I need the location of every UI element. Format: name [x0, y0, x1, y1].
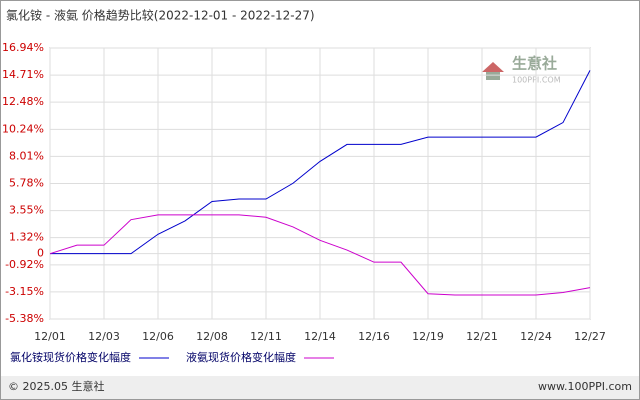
y-tick-label: 10.24%	[2, 122, 44, 135]
watermark-icon	[486, 72, 500, 80]
chart-title: 氯化铵 - 液氨 价格趋势比较(2022-12-01 - 2022-12-27)	[6, 8, 315, 23]
series-line	[49, 214, 591, 296]
y-tick-label: 1.32%	[9, 231, 44, 244]
x-tick-label: 12/21	[466, 330, 498, 343]
y-tick-label: -5.38%	[5, 312, 44, 325]
y-tick-label: -3.15%	[5, 285, 44, 298]
y-tick-label: 14.71%	[2, 68, 44, 81]
y-tick-label: 3.55%	[9, 204, 44, 217]
y-tick-label: 12.48%	[2, 95, 44, 108]
x-tick-label: 12/08	[196, 330, 228, 343]
x-tick-label: 12/24	[520, 330, 552, 343]
footer-right: www.100PPI.com	[538, 380, 632, 393]
x-tick-label: 12/06	[142, 330, 174, 343]
legend-label: 氯化铵现货价格变化幅度	[10, 350, 131, 364]
x-tick-label: 12/11	[250, 330, 282, 343]
y-tick-label: 8.01%	[9, 149, 44, 162]
footer-bar	[1, 376, 639, 399]
series-line	[50, 70, 591, 255]
x-tick-label: 12/27	[574, 330, 606, 343]
y-tick-label: -0.92%	[5, 258, 44, 271]
x-tick-label: 12/19	[412, 330, 444, 343]
x-tick-label: 12/03	[88, 330, 120, 343]
x-tick-label: 12/01	[34, 330, 66, 343]
y-tick-label: 0	[37, 247, 44, 260]
x-tick-label: 12/14	[304, 330, 336, 343]
y-tick-label: 5.78%	[9, 177, 44, 190]
footer-left: © 2025.05 生意社	[8, 379, 104, 393]
x-tick-label: 12/16	[358, 330, 390, 343]
legend-label: 液氨现货价格变化幅度	[186, 350, 296, 364]
watermark: 生意社	[512, 55, 557, 73]
y-tick-label: 16.94%	[2, 41, 44, 54]
watermark-icon	[482, 62, 504, 72]
